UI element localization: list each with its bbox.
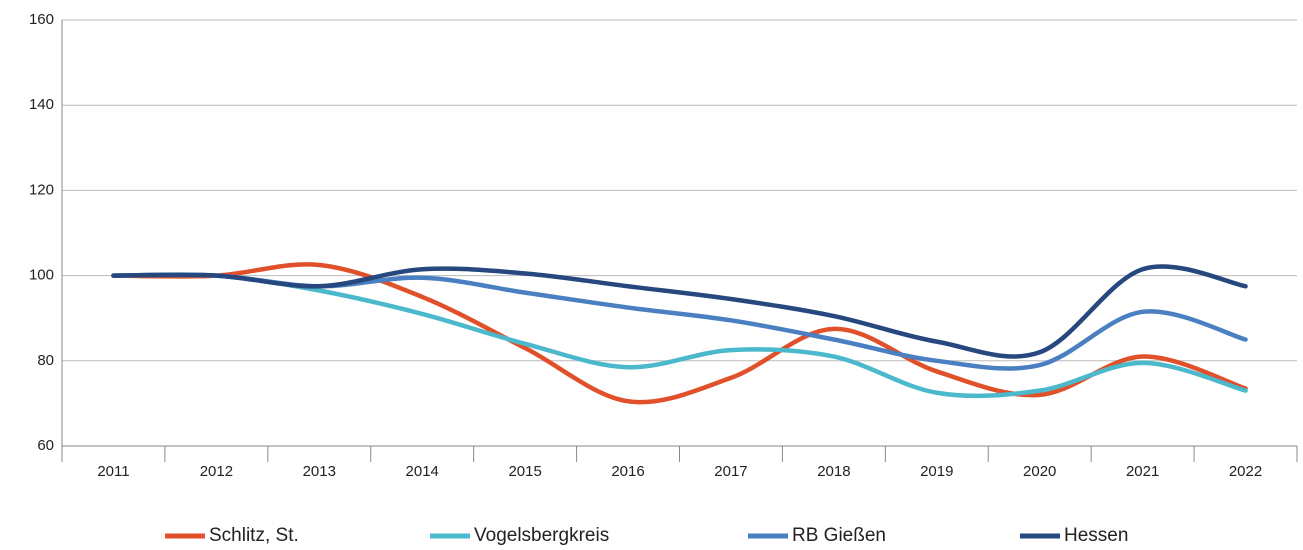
- y-tick-label: 80: [37, 352, 54, 369]
- y-tick-label: 140: [29, 96, 54, 113]
- x-tick-label: 2022: [1229, 463, 1262, 480]
- y-tick-label: 160: [29, 11, 54, 28]
- x-tick-label: 2017: [714, 463, 747, 480]
- y-tick-label: 100: [29, 267, 54, 284]
- y-tick-label: 120: [29, 181, 54, 198]
- legend-label: Vogelsbergkreis: [474, 525, 609, 546]
- x-tick-label: 2020: [1023, 463, 1056, 480]
- x-tick-label: 2018: [817, 463, 850, 480]
- line-series: [111, 272, 1248, 371]
- line-series: [111, 264, 1248, 359]
- x-tick-label: 2014: [406, 463, 439, 480]
- line-series: [111, 262, 1248, 405]
- x-tick-label: 2012: [200, 463, 233, 480]
- x-tick-label: 2016: [611, 463, 644, 480]
- legend-label: Schlitz, St.: [209, 525, 299, 546]
- y-tick-label: 60: [37, 437, 54, 454]
- x-tick-label: 2015: [508, 463, 541, 480]
- x-tick-label: 2013: [303, 463, 336, 480]
- x-tick-label: 2011: [97, 463, 129, 480]
- line-series: [111, 272, 1248, 399]
- legend-label: Hessen: [1064, 525, 1128, 546]
- x-tick-label: 2019: [920, 463, 953, 480]
- x-tick-label: 2021: [1126, 463, 1159, 480]
- legend-label: RB Gießen: [792, 525, 886, 546]
